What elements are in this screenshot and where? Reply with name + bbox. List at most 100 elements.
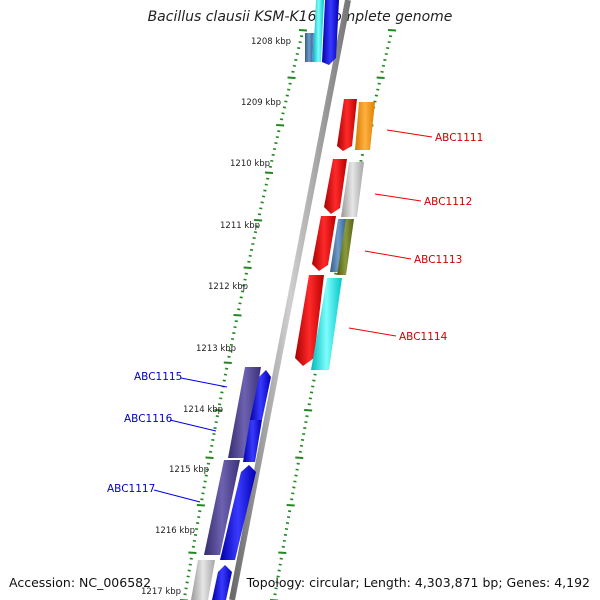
tick-mark-left	[243, 266, 252, 269]
kbp-label: 1213 kbp	[196, 344, 236, 354]
tick-mark-left	[287, 76, 296, 79]
gene-red-1	[337, 99, 357, 151]
tick-mark-left	[281, 112, 285, 115]
backbone	[229, 0, 351, 600]
tick-mark-right	[311, 385, 315, 388]
kbp-label: 1214 kbp	[183, 405, 223, 415]
tick-mark-left	[211, 438, 215, 441]
tick-mark-right	[334, 272, 338, 275]
tick-mark-right	[377, 82, 381, 85]
tick-mark-right	[300, 438, 305, 441]
kbp-label: 1215 kbp	[169, 465, 209, 475]
tick-mark-left	[298, 41, 302, 44]
leader-abc1111	[386, 129, 433, 138]
tick-mark-left	[268, 165, 273, 168]
tick-mark-left	[188, 563, 192, 566]
gene-top-cyan	[313, 0, 324, 62]
tick-mark-right	[309, 391, 314, 394]
tick-mark-left	[187, 569, 191, 572]
tick-mark-right	[305, 415, 309, 418]
tick-mark-left	[252, 237, 256, 240]
tick-mark-right	[282, 539, 286, 542]
tick-mark-right	[313, 373, 317, 376]
tick-mark-right	[295, 468, 299, 471]
tick-mark-left	[196, 504, 205, 507]
gene-label-abc1113[interactable]: ABC1113	[414, 254, 462, 266]
tick-mark-left	[244, 272, 248, 275]
leader-abc1115	[180, 377, 228, 388]
tick-mark-left	[220, 391, 224, 394]
tick-mark-right	[287, 510, 292, 513]
tick-mark-left	[223, 361, 232, 364]
tick-mark-left	[255, 225, 259, 228]
tick-mark-right	[388, 35, 393, 38]
tick-mark-left	[229, 343, 234, 346]
tick-mark-left	[189, 557, 193, 560]
tick-mark-left	[214, 421, 218, 424]
tick-mark-left	[233, 314, 242, 317]
tick-mark-left	[292, 64, 297, 67]
gene-blue-6	[243, 420, 262, 462]
tick-mark-left	[240, 290, 245, 293]
tick-mark-left	[212, 432, 216, 436]
tick-mark-left	[295, 52, 299, 56]
tick-mark-right	[384, 52, 388, 56]
gene-label-abc1115[interactable]: ABC1115	[134, 371, 182, 383]
tick-mark-left	[248, 254, 252, 257]
tick-mark-left	[274, 142, 278, 145]
tick-mark-right	[292, 486, 296, 489]
tick-mark-left	[270, 159, 274, 162]
tick-mark-right	[279, 557, 283, 560]
tick-mark-left	[183, 593, 187, 596]
tick-mark-left	[233, 326, 237, 329]
tick-mark-right	[302, 432, 306, 436]
gene-label-abc1117[interactable]: ABC1117	[107, 483, 155, 495]
tick-mark-right	[291, 492, 295, 495]
tick-mark-left	[188, 551, 197, 554]
tick-mark-right	[304, 409, 313, 412]
tick-mark-left	[230, 337, 235, 341]
accession-text: Accession: NC_006582	[9, 575, 152, 590]
tick-mark-left	[214, 409, 223, 412]
tick-mark-left	[294, 58, 298, 61]
tick-mark-left	[185, 581, 189, 584]
tick-mark-left	[272, 147, 277, 151]
tick-mark-right	[381, 64, 386, 67]
tick-mark-right	[374, 94, 378, 97]
tick-mark-right	[273, 593, 277, 596]
tick-mark-left	[196, 522, 200, 525]
tick-mark-left	[271, 153, 275, 156]
tick-mark-right	[277, 569, 281, 572]
gene-labels: ABC1111 ABC1112 ABC1113 ABC1114 ABC1115 …	[107, 132, 483, 495]
tick-mark-right	[276, 575, 280, 578]
gene-top-blue	[322, 0, 339, 65]
tick-mark-right	[286, 516, 291, 519]
tick-mark-right	[380, 70, 384, 73]
tick-mark-left	[263, 189, 267, 192]
gene-olive-3	[337, 219, 354, 275]
topology-text: Topology: circular; Length: 4,303,871 bp…	[246, 575, 590, 590]
tick-mark-left	[217, 403, 222, 406]
tick-mark-right	[373, 100, 377, 103]
gene-features	[191, 0, 375, 600]
gene-label-abc1111[interactable]: ABC1111	[435, 132, 483, 144]
gene-label-abc1114[interactable]: ABC1114	[399, 331, 448, 343]
tick-mark-left	[210, 444, 214, 447]
tick-mark-right	[278, 551, 287, 554]
tick-mark-left	[194, 527, 199, 531]
tick-mark-right	[308, 397, 313, 400]
gene-label-abc1116[interactable]: ABC1116	[124, 413, 173, 425]
tick-mark-left	[232, 332, 236, 335]
tick-mark-right	[294, 474, 298, 477]
gene-label-abc1112[interactable]: ABC1112	[424, 196, 472, 208]
tick-mark-left	[201, 492, 205, 495]
tick-mark-left	[204, 474, 208, 477]
leader-abc1113	[364, 250, 412, 260]
tick-mark-left	[224, 367, 229, 370]
tick-mark-right	[296, 462, 300, 465]
tick-mark-right	[299, 444, 304, 447]
tick-mark-left	[249, 248, 254, 251]
gene-orange-1	[355, 102, 375, 150]
gene-label-leaders	[153, 129, 433, 503]
tick-mark-right	[275, 581, 279, 584]
